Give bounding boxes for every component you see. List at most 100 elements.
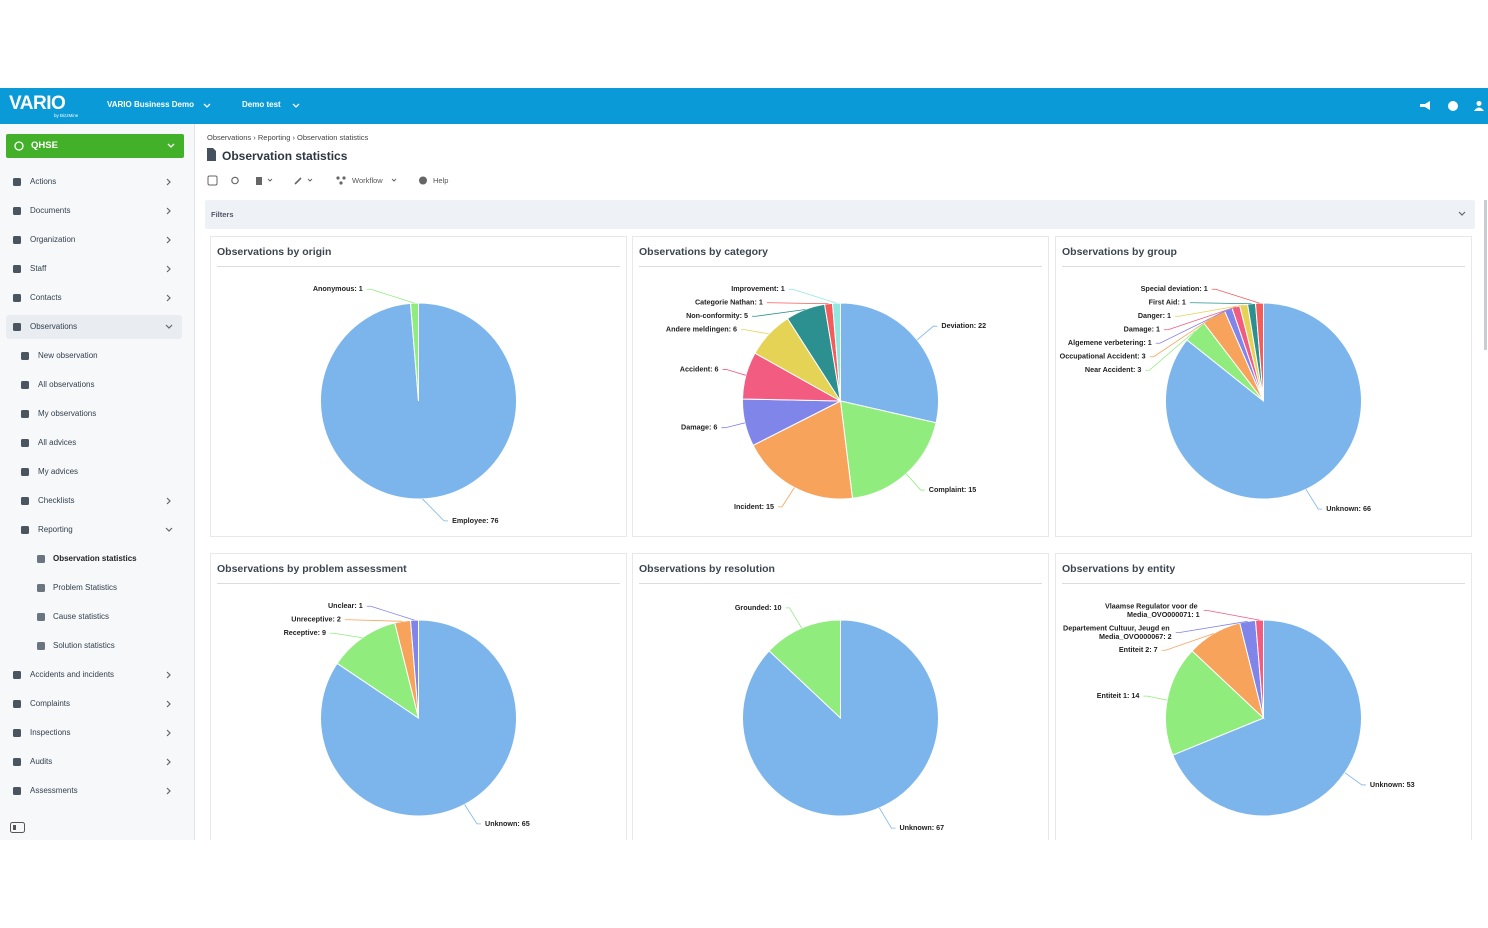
data-label: Unknown: 66	[1326, 504, 1371, 513]
chevron-line	[166, 700, 171, 708]
pie-chart: Deviation: 22 Complaint: 15 Improvement: 1…	[666, 284, 986, 511]
sidebar: QHSE Actions Documents Organization Staff Co…	[0, 124, 195, 840]
nav-item[interactable]: All advices	[6, 431, 182, 455]
nav-label: My observations	[38, 409, 97, 418]
icon	[13, 671, 21, 679]
chevron	[166, 207, 171, 215]
connector	[344, 619, 403, 622]
icon-shape	[13, 758, 21, 766]
nav-item[interactable]: My advices	[6, 460, 182, 484]
chevron-line	[166, 729, 171, 737]
connector	[366, 605, 415, 621]
nav-item[interactable]: Problem Statistics	[6, 576, 182, 600]
nav-item[interactable]: Actions	[6, 170, 182, 194]
pie-slice	[752, 400, 854, 500]
module-button[interactable]: QHSE	[6, 134, 184, 158]
nav-label: All observations	[38, 380, 95, 389]
icon-shape	[37, 555, 45, 563]
nav-item[interactable]: Complaints	[6, 692, 182, 716]
nav-label: Problem Statistics	[53, 583, 118, 592]
chevron	[166, 294, 171, 302]
nav-item[interactable]: Audits	[6, 750, 182, 774]
workspace-select[interactable]: VARIO Business Demo	[107, 100, 194, 109]
icon-shape	[13, 323, 21, 331]
top-bar: VARIO by BizzMine VARIO Business Demo De…	[0, 88, 1488, 124]
nav-item[interactable]: Contacts	[6, 286, 182, 310]
scrollbar[interactable]	[1484, 200, 1487, 350]
icon-shape	[13, 700, 21, 708]
chevron	[166, 787, 171, 795]
nav-item[interactable]: My observations	[6, 402, 182, 426]
title-rule	[639, 266, 1042, 267]
chart-panel: Observations by category Deviation: 22 Com…	[632, 236, 1049, 537]
nav-item[interactable]: Observation statistics	[6, 547, 182, 571]
data-label: Unknown: 65	[485, 819, 530, 828]
chart-title: Observations by group	[1062, 246, 1177, 258]
nav-item[interactable]: All observations	[6, 373, 182, 397]
chevron-line	[166, 787, 171, 795]
data-label: Andere meldingen: 6	[666, 325, 737, 334]
nav-item[interactable]: Inspections	[6, 721, 182, 745]
nav-label: All advices	[38, 438, 77, 447]
connector	[366, 288, 415, 304]
nav-item[interactable]: Cause statistics	[6, 605, 182, 629]
connector	[1143, 695, 1168, 701]
chevron-line	[166, 497, 171, 505]
nav-item[interactable]: Organization	[6, 228, 182, 252]
data-label: Deviation: 22	[941, 321, 986, 330]
chevron	[165, 324, 173, 329]
chevron-line	[165, 324, 173, 329]
toolbar-icons[interactable]	[207, 175, 447, 187]
icon-shape	[21, 352, 29, 360]
chevron	[166, 729, 171, 737]
pie-slice	[1165, 650, 1265, 756]
data-label: Algemene verbetering: 1	[1068, 338, 1152, 347]
connector	[751, 309, 806, 317]
data-label: Non-conformity: 5	[686, 311, 748, 320]
data-label: First Aid: 1	[1149, 298, 1186, 307]
nav-item[interactable]: Documents	[6, 199, 182, 223]
chevron	[166, 265, 171, 273]
title-rule	[217, 583, 620, 584]
icon	[13, 236, 21, 244]
nav-item[interactable]: Staff	[6, 257, 182, 281]
nav-item[interactable]: Checklists	[6, 489, 182, 513]
icon-shape	[37, 642, 45, 650]
data-label: Vlaamse Regulator voor de Media_OVO00007…	[1105, 601, 1200, 619]
header-icons[interactable]	[1418, 99, 1484, 113]
chevron-line	[166, 207, 171, 215]
nav-item[interactable]: Observations	[6, 315, 182, 339]
icon	[37, 555, 45, 563]
connector	[721, 422, 746, 429]
icon	[13, 265, 21, 273]
icon	[13, 294, 21, 302]
connector	[1164, 306, 1237, 331]
icon	[14, 141, 24, 151]
data-label: Complaint: 15	[929, 485, 977, 494]
collapse-button[interactable]	[10, 822, 26, 834]
data-label: Accident: 6	[680, 364, 719, 373]
pie-slice	[336, 622, 420, 720]
page-title: Observation statistics	[222, 149, 348, 163]
workflow-button[interactable]: Workflow	[352, 176, 383, 185]
connector	[879, 807, 896, 829]
icon-shape	[21, 410, 29, 418]
help-button[interactable]: Help	[433, 176, 449, 185]
nav-item[interactable]: Solution statistics	[6, 634, 182, 658]
connector	[777, 487, 795, 508]
logo[interactable]: VARIO	[9, 93, 66, 114]
nav-label: Assessments	[30, 786, 78, 795]
nav-item[interactable]: Reporting	[6, 518, 182, 542]
nav-item[interactable]: New observation	[6, 344, 182, 368]
filters-bar[interactable]: Filters	[205, 200, 1475, 229]
chevron	[167, 143, 175, 148]
connector	[916, 325, 938, 341]
nav-label: Documents	[30, 206, 71, 215]
data-label: Damage: 1	[1124, 325, 1160, 334]
nav-item[interactable]: Assessments	[6, 779, 182, 803]
pie-chart: Employee: 76 Anonymous: 1	[313, 284, 517, 525]
environment-select[interactable]: Demo test	[242, 100, 281, 109]
nav-item[interactable]: Accidents and incidents	[6, 663, 182, 687]
chart-panel: Observations by group Unknown: 66 Special …	[1055, 236, 1472, 537]
chart-panel: Observations by problem assessment Unknow…	[210, 553, 627, 840]
